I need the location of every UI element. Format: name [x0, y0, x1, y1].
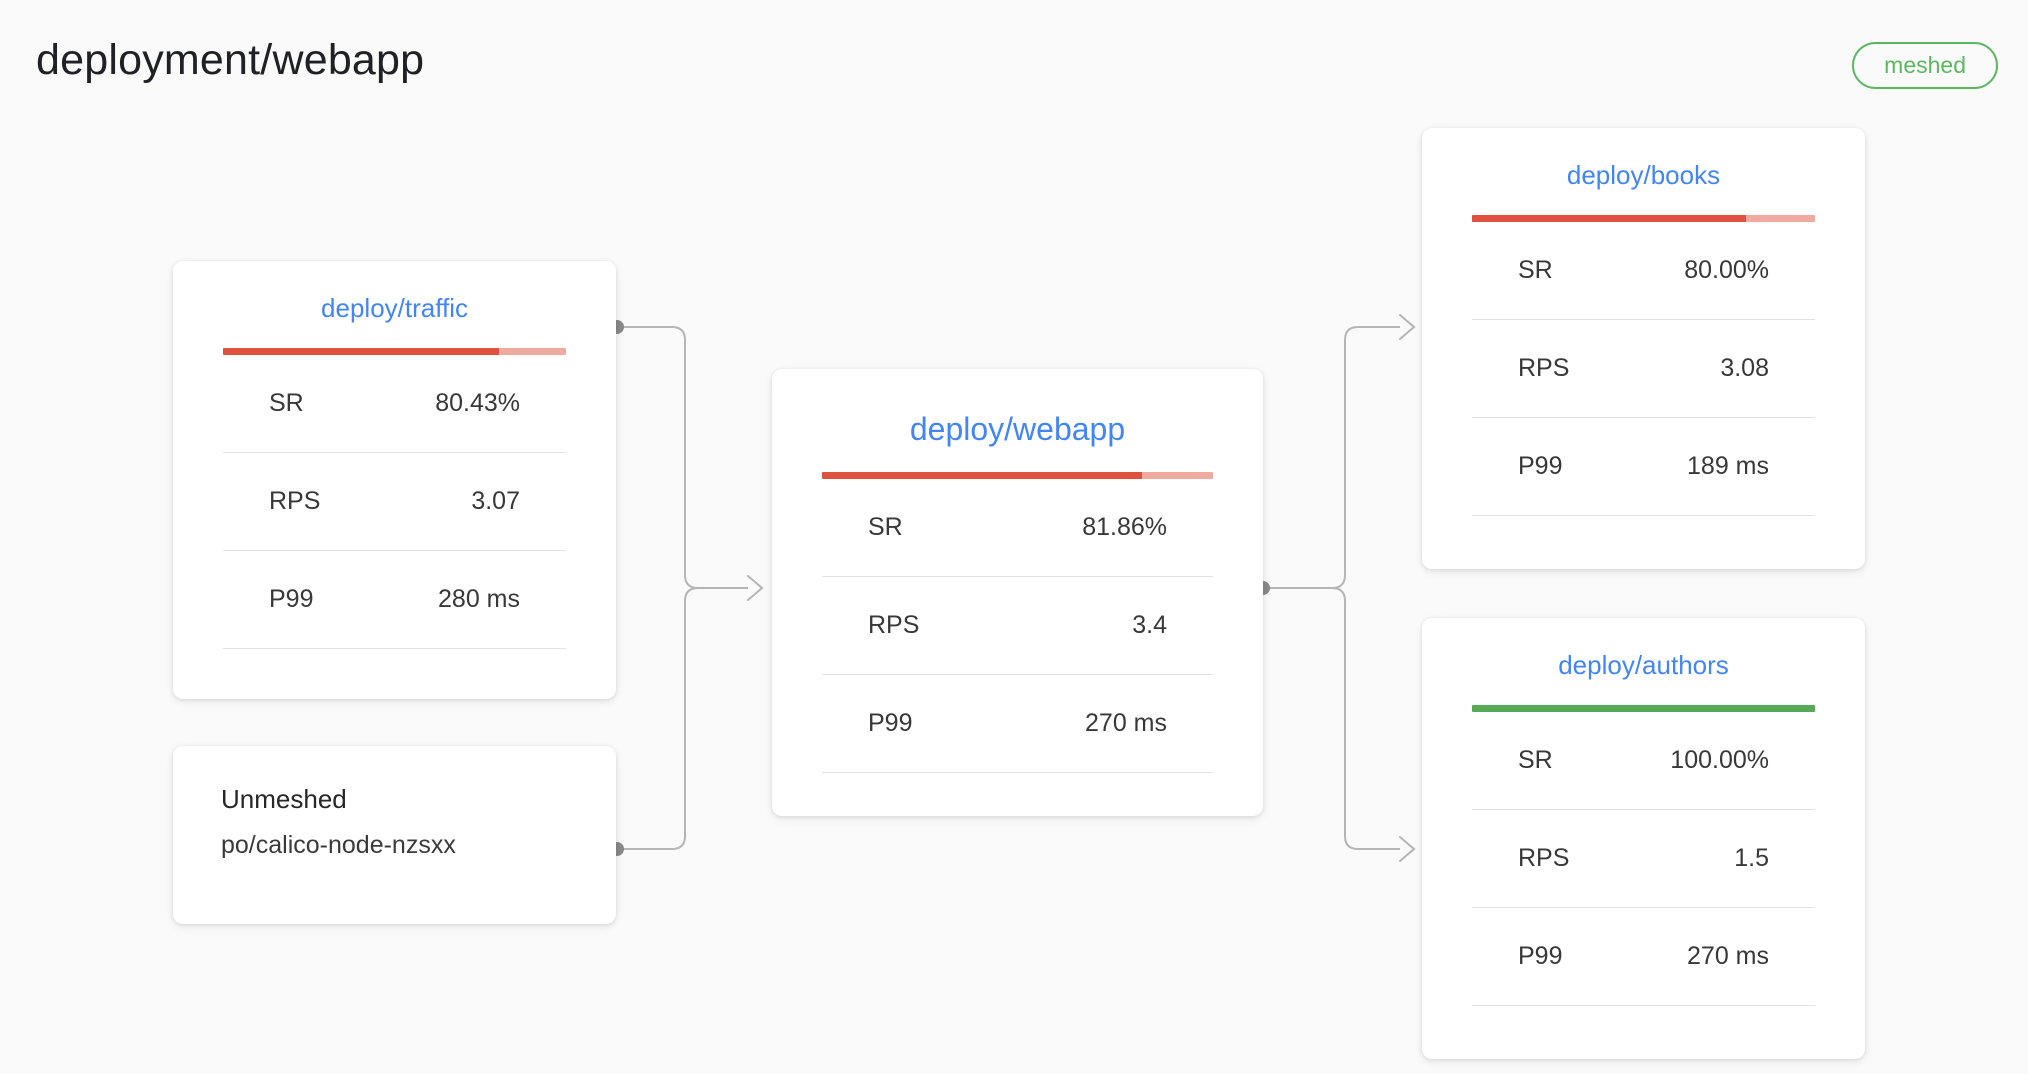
stat-row-p99: P99 189 ms	[1472, 418, 1815, 516]
stats-table: SR 81.86% RPS 3.4 P99 270 ms	[822, 479, 1213, 773]
unmeshed-pod-name: po/calico-node-nzsxx	[221, 831, 456, 859]
stat-label: SR	[269, 389, 304, 417]
stat-row-sr: SR 81.86%	[822, 479, 1213, 577]
stat-label: P99	[1518, 942, 1563, 970]
stats-table: SR 80.00% RPS 3.08 P99 189 ms	[1472, 222, 1815, 516]
success-rate-bar	[822, 472, 1213, 479]
node-card-deploy-authors: deploy/authors SR 100.00% RPS 1.5 P99 27…	[1422, 618, 1865, 1059]
node-card-deploy-books: deploy/books SR 80.00% RPS 3.08 P99 189 …	[1422, 128, 1865, 569]
stat-label: SR	[868, 513, 903, 541]
success-rate-bar	[1472, 215, 1815, 222]
stats-table: SR 80.43% RPS 3.07 P99 280 ms	[223, 355, 566, 649]
edge-webapp-to-authors	[1263, 587, 1400, 850]
node-card-deploy-traffic: deploy/traffic SR 80.43% RPS 3.07 P99 28…	[173, 261, 616, 699]
edge-unmeshed-to-webapp	[617, 587, 748, 850]
stat-value: 3.4	[1132, 611, 1167, 639]
stat-row-sr: SR 100.00%	[1472, 712, 1815, 810]
node-card-deploy-webapp: deploy/webapp SR 81.86% RPS 3.4 P99 270 …	[772, 369, 1263, 816]
success-rate-bar	[223, 348, 566, 355]
stat-label: SR	[1518, 746, 1553, 774]
edge-webapp-to-books	[1263, 326, 1400, 589]
node-link-deploy-traffic[interactable]: deploy/traffic	[321, 293, 468, 323]
stat-row-p99: P99 270 ms	[1472, 908, 1815, 1006]
stat-value: 270 ms	[1085, 709, 1167, 737]
stat-row-sr: SR 80.43%	[223, 355, 566, 453]
unmeshed-body: Unmeshed po/calico-node-nzsxx	[173, 746, 616, 898]
stat-row-rps: RPS 3.07	[223, 453, 566, 551]
stat-label: P99	[1518, 452, 1563, 480]
node-link-deploy-webapp[interactable]: deploy/webapp	[909, 411, 1126, 447]
arrowhead-into-webapp	[747, 575, 764, 601]
node-card-unmeshed: Unmeshed po/calico-node-nzsxx	[173, 746, 616, 924]
stat-label: RPS	[1518, 354, 1570, 382]
edge-traffic-to-webapp	[617, 326, 748, 589]
stat-label: SR	[1518, 256, 1553, 284]
stat-label: P99	[868, 709, 913, 737]
stat-row-p99: P99 270 ms	[822, 675, 1213, 773]
stat-value: 1.5	[1734, 844, 1769, 872]
stat-row-rps: RPS 3.4	[822, 577, 1213, 675]
stat-label: RPS	[269, 487, 321, 515]
arrowhead-into-authors	[1399, 836, 1416, 862]
stat-label: RPS	[868, 611, 920, 639]
success-rate-bar	[1472, 705, 1815, 712]
stat-value: 3.08	[1720, 354, 1769, 382]
stat-label: RPS	[1518, 844, 1570, 872]
arrowhead-into-books	[1399, 314, 1416, 340]
stat-value: 280 ms	[438, 585, 520, 613]
stat-value: 80.43%	[435, 389, 520, 417]
unmeshed-title: Unmeshed	[221, 784, 347, 814]
stat-value: 270 ms	[1687, 942, 1769, 970]
stat-label: P99	[269, 585, 314, 613]
stat-value: 3.07	[471, 487, 520, 515]
stat-row-sr: SR 80.00%	[1472, 222, 1815, 320]
stat-value: 80.00%	[1684, 256, 1769, 284]
node-link-deploy-authors[interactable]: deploy/authors	[1558, 650, 1729, 680]
stat-row-p99: P99 280 ms	[223, 551, 566, 649]
stat-row-rps: RPS 1.5	[1472, 810, 1815, 908]
meshed-badge: meshed	[1852, 42, 1998, 89]
stat-value: 81.86%	[1082, 513, 1167, 541]
stats-table: SR 100.00% RPS 1.5 P99 270 ms	[1472, 712, 1815, 1006]
stat-row-rps: RPS 3.08	[1472, 320, 1815, 418]
page-title: deployment/webapp	[36, 36, 425, 84]
node-link-deploy-books[interactable]: deploy/books	[1566, 160, 1721, 190]
stat-value: 189 ms	[1687, 452, 1769, 480]
stat-value: 100.00%	[1670, 746, 1769, 774]
